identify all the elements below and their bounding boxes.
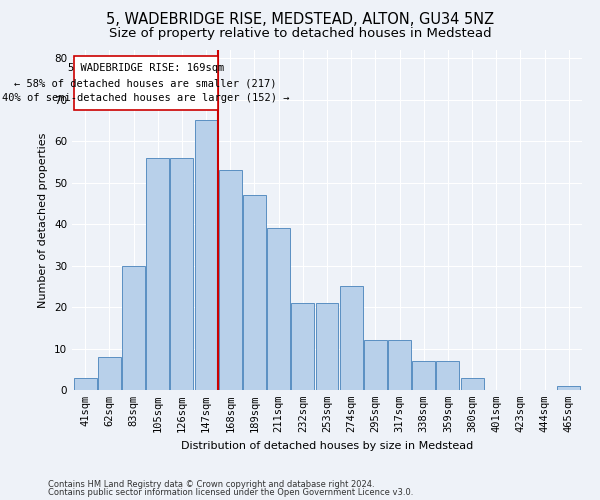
Bar	[557, 386, 580, 390]
Bar	[219, 170, 242, 390]
Bar	[98, 357, 121, 390]
Text: Contains public sector information licensed under the Open Government Licence v3: Contains public sector information licen…	[48, 488, 413, 497]
X-axis label: Distribution of detached houses by size in Medstead: Distribution of detached houses by size …	[181, 440, 473, 450]
Bar	[170, 158, 193, 390]
Bar	[340, 286, 362, 390]
Text: Size of property relative to detached houses in Medstead: Size of property relative to detached ho…	[109, 28, 491, 40]
Bar	[388, 340, 411, 390]
Bar	[292, 303, 314, 390]
Bar	[436, 361, 460, 390]
Y-axis label: Number of detached properties: Number of detached properties	[38, 132, 49, 308]
Text: 40% of semi-detached houses are larger (152) →: 40% of semi-detached houses are larger (…	[2, 94, 289, 104]
Text: Contains HM Land Registry data © Crown copyright and database right 2024.: Contains HM Land Registry data © Crown c…	[48, 480, 374, 489]
Bar	[122, 266, 145, 390]
Text: ← 58% of detached houses are smaller (217): ← 58% of detached houses are smaller (21…	[14, 78, 277, 88]
Bar	[461, 378, 484, 390]
Bar	[316, 303, 338, 390]
Bar	[146, 158, 169, 390]
Bar	[243, 195, 266, 390]
Bar	[267, 228, 290, 390]
FancyBboxPatch shape	[74, 56, 218, 110]
Text: 5, WADEBRIDGE RISE, MEDSTEAD, ALTON, GU34 5NZ: 5, WADEBRIDGE RISE, MEDSTEAD, ALTON, GU3…	[106, 12, 494, 28]
Bar	[412, 361, 435, 390]
Bar	[194, 120, 218, 390]
Bar	[364, 340, 387, 390]
Bar	[74, 378, 97, 390]
Text: 5 WADEBRIDGE RISE: 169sqm: 5 WADEBRIDGE RISE: 169sqm	[68, 63, 224, 73]
